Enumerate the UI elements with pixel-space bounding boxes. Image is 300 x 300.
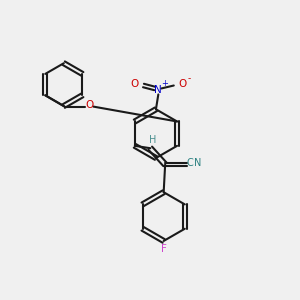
Text: O: O	[85, 100, 93, 110]
Text: O: O	[130, 79, 139, 89]
Text: H: H	[149, 135, 156, 145]
Text: +: +	[161, 79, 168, 88]
Text: O: O	[178, 79, 187, 89]
Text: -: -	[188, 74, 191, 83]
Text: C: C	[187, 158, 194, 168]
Text: N: N	[154, 85, 162, 95]
Text: F: F	[161, 244, 167, 254]
Text: N: N	[194, 158, 202, 168]
